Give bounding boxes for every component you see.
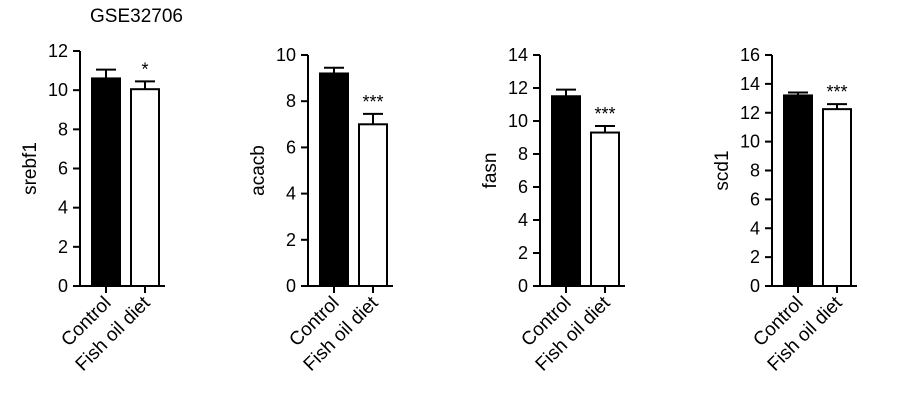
panel-3-bar-control bbox=[551, 95, 581, 287]
panel-1-y-tick-label: 8 bbox=[58, 119, 68, 139]
panel-4-bar-control bbox=[783, 94, 813, 287]
panel-3-y-tick-label: 14 bbox=[508, 45, 528, 65]
panel-1-y-tick-label: 2 bbox=[58, 237, 68, 257]
panel-3-y-tick-label: 0 bbox=[518, 276, 528, 296]
panel-2-y-tick-label: 8 bbox=[286, 91, 296, 111]
panel-2-y-tick-label: 10 bbox=[276, 45, 296, 65]
panel-1-bar-control bbox=[91, 77, 121, 287]
panel-4-y-axis-title: scd1 bbox=[712, 150, 733, 190]
panel-4-y-tick-label: 6 bbox=[750, 189, 760, 209]
panel-4-significance-label: *** bbox=[826, 82, 847, 102]
panel-1-significance-label: * bbox=[141, 59, 148, 79]
panel-2-y-tick-label: 4 bbox=[286, 184, 296, 204]
panel-2-bar-control bbox=[319, 72, 349, 288]
panel-2-y-axis-title: acacb bbox=[248, 145, 269, 196]
panel-2-y-tick-label: 0 bbox=[286, 276, 296, 296]
panel-3-bar-fish-oil bbox=[590, 131, 620, 287]
panel-2-y-tick-label: 2 bbox=[286, 230, 296, 250]
panel-3-y-tick-label: 12 bbox=[508, 78, 528, 98]
panel-1-y-tick-label: 4 bbox=[58, 198, 68, 218]
panel-1-y-tick-label: 12 bbox=[48, 41, 68, 61]
panel-4-y-tick-label: 2 bbox=[750, 247, 760, 267]
panel-4-y-tick-label: 12 bbox=[740, 103, 760, 123]
panel-4-y-tick-label: 0 bbox=[750, 276, 760, 296]
panel-4-y-tick-label: 4 bbox=[750, 218, 760, 238]
panel-3-y-tick-label: 10 bbox=[508, 111, 528, 131]
panel-3-y-tick-label: 8 bbox=[518, 144, 528, 164]
panel-2-bar-fish-oil bbox=[358, 123, 388, 287]
panel-1-y-tick-label: 0 bbox=[58, 276, 68, 296]
panel-1-bar-fish-oil bbox=[130, 88, 160, 287]
panel-1-y-tick-label: 6 bbox=[58, 159, 68, 179]
panel-3-y-axis-title: fasn bbox=[480, 153, 501, 189]
panel-2-y-tick-label: 6 bbox=[286, 137, 296, 157]
panel-2-significance-label: *** bbox=[362, 92, 383, 112]
panel-4-y-tick-label: 14 bbox=[740, 74, 760, 94]
panel-3-significance-label: *** bbox=[594, 104, 615, 124]
panel-1-y-axis-title: srebf1 bbox=[20, 142, 41, 195]
panel-4-bar-fish-oil bbox=[822, 108, 852, 287]
panel-3-y-tick-label: 6 bbox=[518, 177, 528, 197]
dataset-title: GSE32706 bbox=[90, 6, 183, 27]
panel-3-y-tick-label: 4 bbox=[518, 210, 528, 230]
panel-4-y-tick-label: 16 bbox=[740, 45, 760, 65]
panel-4-y-tick-label: 8 bbox=[750, 161, 760, 181]
panel-3-y-tick-label: 2 bbox=[518, 243, 528, 263]
panel-4-y-tick-label: 10 bbox=[740, 132, 760, 152]
panel-1-y-tick-label: 10 bbox=[48, 80, 68, 100]
